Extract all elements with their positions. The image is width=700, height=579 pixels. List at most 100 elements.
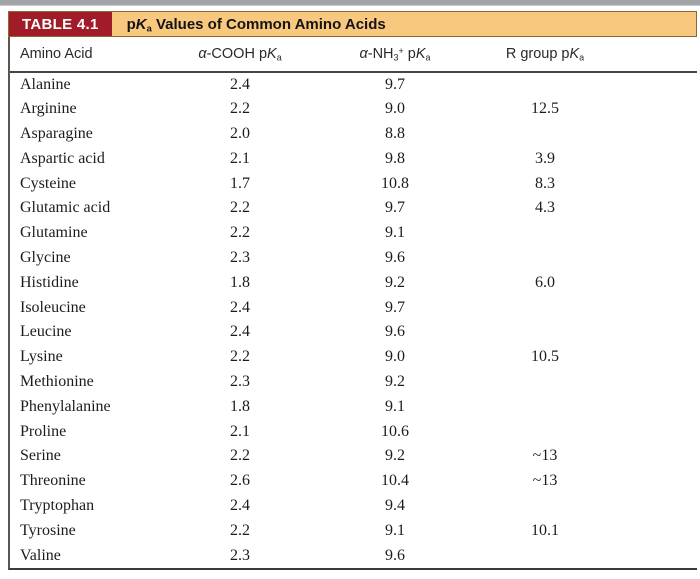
cooh-pka-value: 2.2 bbox=[230, 199, 250, 217]
table-title-bar: TABLE 4.1 pKa Values of Common Amino Aci… bbox=[8, 11, 697, 37]
nh3-pka-value: 9.6 bbox=[385, 546, 405, 564]
row-spacer bbox=[615, 171, 697, 196]
amino-acid-name: Alanine bbox=[20, 75, 71, 93]
amino-acid-name: Tryptophan bbox=[20, 496, 95, 514]
nh3-pka-value: 9.2 bbox=[385, 447, 405, 465]
table-row: Tyrosine 2.2 9.1 10.1 bbox=[10, 518, 697, 543]
cooh-pka-value: 2.3 bbox=[230, 372, 250, 390]
row-spacer bbox=[615, 320, 697, 345]
amino-acid-name: Aspartic acid bbox=[20, 149, 105, 167]
row-spacer bbox=[615, 543, 697, 568]
table-title: pKa Values of Common Amino Acids bbox=[112, 12, 386, 36]
nh3-pka-value: 9.1 bbox=[385, 521, 405, 539]
column-header-spacer bbox=[615, 37, 697, 73]
row-spacer bbox=[615, 72, 697, 97]
table-row: Aspartic acid 2.1 9.8 3.9 bbox=[10, 146, 697, 171]
cooh-pka-value: 2.2 bbox=[230, 521, 250, 539]
table-row: Isoleucine 2.4 9.7 bbox=[10, 295, 697, 320]
cooh-pka-value: 2.2 bbox=[230, 447, 250, 465]
amino-acid-name: Leucine bbox=[20, 323, 72, 341]
subscript-a: a bbox=[276, 52, 282, 63]
cooh-pka-value: 2.4 bbox=[230, 496, 250, 514]
r-group-pka-value: 3.9 bbox=[535, 149, 555, 167]
nh3-pka-value: 9.6 bbox=[385, 323, 405, 341]
table-row: Serine 2.2 9.2 ~13 bbox=[10, 444, 697, 469]
nh3-pka-value: 9.0 bbox=[385, 100, 405, 118]
table-row: Glycine 2.3 9.6 bbox=[10, 246, 697, 271]
amino-acid-name: Proline bbox=[20, 422, 67, 440]
nh3-pka-value: 9.1 bbox=[385, 397, 405, 415]
table-number-label: TABLE 4.1 bbox=[22, 15, 99, 33]
amino-acid-name: Valine bbox=[20, 546, 61, 564]
row-spacer bbox=[615, 370, 697, 395]
cooh-pka-value: 2.4 bbox=[230, 298, 250, 316]
r-group-pka-value bbox=[475, 370, 615, 395]
r-group-pka-value bbox=[475, 394, 615, 419]
amino-acid-name: Glycine bbox=[20, 248, 71, 266]
column-header-amino-acid: Amino Acid bbox=[10, 37, 165, 73]
r-group-pka-value: 8.3 bbox=[535, 174, 555, 192]
alpha-symbol: α bbox=[198, 46, 207, 62]
page-top-divider bbox=[0, 0, 700, 6]
amino-acid-name: Asparagine bbox=[20, 124, 93, 142]
r-group-pka-value bbox=[475, 320, 615, 345]
row-spacer bbox=[615, 518, 697, 543]
row-spacer bbox=[615, 444, 697, 469]
amino-acid-name: Threonine bbox=[20, 472, 86, 490]
r-group-pka-value bbox=[475, 246, 615, 271]
row-spacer bbox=[615, 97, 697, 122]
row-spacer bbox=[615, 419, 697, 444]
nh3-pka-value: 9.8 bbox=[385, 149, 405, 167]
nh3-pka-value: 9.7 bbox=[385, 298, 405, 316]
amino-acid-name: Glutamic acid bbox=[20, 199, 111, 217]
nh3-pka-value: 10.6 bbox=[381, 422, 409, 440]
column-header-alpha-nh3-pka: α-NH3+ pKa bbox=[315, 37, 475, 73]
alpha-symbol: α bbox=[359, 46, 368, 62]
table-body: Alanine 2.4 9.7 Arginine 2.2 9.0 12.5 As… bbox=[10, 72, 697, 568]
row-spacer bbox=[615, 394, 697, 419]
r-group-pka-value bbox=[475, 419, 615, 444]
r-group-pka-value: ~13 bbox=[532, 472, 558, 490]
amino-acid-name: Tyrosine bbox=[20, 521, 76, 539]
subscript-3: 3 bbox=[393, 52, 399, 63]
amino-acid-name: Histidine bbox=[20, 273, 79, 291]
amino-acid-name: Lysine bbox=[20, 348, 63, 366]
cooh-pka-value: 2.3 bbox=[230, 546, 250, 564]
table-row: Methionine 2.3 9.2 bbox=[10, 370, 697, 395]
column-header-r-group-pka: R group pKa bbox=[475, 37, 615, 73]
italic-k: K bbox=[415, 46, 426, 62]
r-group-pka-value bbox=[475, 221, 615, 246]
nh3-pka-value: 9.6 bbox=[385, 248, 405, 266]
r-group-pka-value bbox=[475, 295, 615, 320]
row-spacer bbox=[615, 196, 697, 221]
table-row: Glutamic acid 2.2 9.7 4.3 bbox=[10, 196, 697, 221]
subscript-a: a bbox=[146, 23, 152, 34]
table-number-badge: TABLE 4.1 bbox=[9, 12, 112, 36]
row-spacer bbox=[615, 494, 697, 519]
superscript-plus: + bbox=[398, 45, 404, 56]
r-group-pka-value: 10.1 bbox=[531, 521, 559, 539]
nh3-pka-value: 9.2 bbox=[385, 372, 405, 390]
table-row: Phenylalanine 1.8 9.1 bbox=[10, 394, 697, 419]
row-spacer bbox=[615, 221, 697, 246]
cooh-pka-value: 1.8 bbox=[230, 397, 250, 415]
row-spacer bbox=[615, 270, 697, 295]
r-group-pka-value: ~13 bbox=[532, 447, 558, 465]
italic-k: K bbox=[267, 46, 277, 62]
cooh-pka-value: 2.4 bbox=[230, 323, 250, 341]
table-row: Alanine 2.4 9.7 bbox=[10, 72, 697, 97]
cooh-pka-value: 1.7 bbox=[230, 174, 250, 192]
r-group-pka-value bbox=[475, 494, 615, 519]
cooh-pka-value: 2.2 bbox=[230, 348, 250, 366]
row-spacer bbox=[615, 345, 697, 370]
italic-k: K bbox=[135, 15, 147, 33]
cooh-pka-value: 2.3 bbox=[230, 248, 250, 266]
nh3-pka-value: 9.0 bbox=[385, 348, 405, 366]
cooh-pka-value: 2.6 bbox=[230, 472, 250, 490]
r-group-pka-value bbox=[475, 543, 615, 568]
table-header: Amino Acid α-COOH pKa α-NH3+ pKa R group… bbox=[10, 37, 697, 73]
amino-acid-name: Isoleucine bbox=[20, 298, 86, 316]
table-row: Cysteine 1.7 10.8 8.3 bbox=[10, 171, 697, 196]
amino-acid-pka-table: TABLE 4.1 pKa Values of Common Amino Aci… bbox=[8, 11, 697, 570]
r-group-pka-value: 10.5 bbox=[531, 348, 559, 366]
